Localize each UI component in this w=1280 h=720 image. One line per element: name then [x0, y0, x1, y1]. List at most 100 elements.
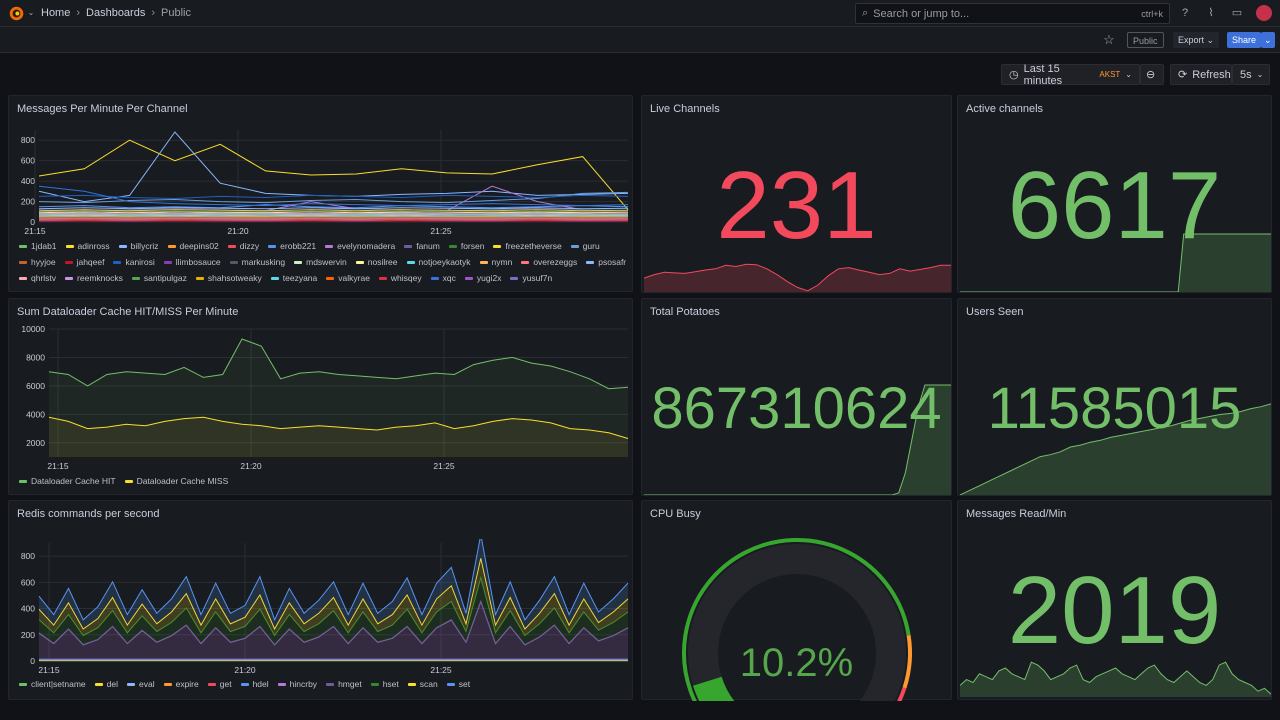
legend-color-swatch	[404, 244, 413, 248]
legend-item[interactable]: santipulgaz	[131, 272, 187, 284]
legend-label: shahsotweaky	[207, 273, 262, 283]
legend-label: fanum	[416, 241, 440, 251]
search-input[interactable]: ⌕ Search or jump to... ctrl+k	[855, 3, 1170, 24]
refresh-interval-select[interactable]: 5s ⌄	[1232, 64, 1270, 85]
user-avatar[interactable]	[1256, 5, 1272, 21]
legend-label: reemknocks	[77, 273, 123, 283]
legend-item[interactable]: scan	[407, 678, 438, 690]
legend-item[interactable]: notjoeykaotyk	[406, 256, 471, 268]
legend-item[interactable]: kanirosi	[113, 256, 155, 268]
legend-color-swatch	[325, 244, 334, 248]
cpu-gauge	[682, 538, 912, 701]
legend-label: nosilree	[367, 257, 398, 267]
legend-color-swatch	[277, 682, 286, 686]
legend-item[interactable]: valkyrae	[326, 272, 370, 284]
legend-item[interactable]: reemknocks	[65, 272, 123, 284]
legend-label: dizzy	[239, 241, 260, 251]
legend-item[interactable]: yusuf7n	[510, 272, 552, 284]
legend-item[interactable]: client|setname	[19, 678, 86, 690]
legend-label: overezeggs	[533, 257, 578, 267]
legend-label: jahqeef	[76, 257, 105, 267]
help-icon[interactable]: ?	[1181, 7, 1189, 19]
gauge-threshold-red	[897, 687, 907, 701]
legend-item[interactable]: qhrlstv	[19, 272, 56, 284]
legend-item[interactable]: teezyana	[270, 272, 318, 284]
active-channels-value: 6617	[1007, 152, 1222, 259]
legend-item[interactable]: yugi2x	[464, 272, 501, 284]
chevron-down-icon[interactable]: ⌄	[27, 8, 35, 17]
export-button[interactable]: Export ⌄	[1173, 32, 1220, 48]
legend-item[interactable]: shahsotweaky	[195, 272, 262, 284]
legend-item[interactable]: del	[94, 678, 118, 690]
legend-item[interactable]: hincrby	[277, 678, 317, 690]
breadcrumb-dashboards[interactable]: Dashboards	[86, 7, 146, 19]
share-menu-chevron-icon[interactable]: ⌄	[1261, 32, 1275, 48]
share-button[interactable]: Share	[1227, 32, 1262, 48]
messages-chart: 0 200 400 600 800 21:15 21:20 21:25	[21, 130, 629, 236]
rss-news-icon[interactable]: ⌇	[1208, 7, 1214, 19]
panel-title: Users Seen	[966, 306, 1024, 318]
legend-item[interactable]: evelynomadera	[325, 240, 395, 252]
legend-item[interactable]: hdel	[240, 678, 269, 690]
legend-item[interactable]: deepins02	[167, 240, 219, 252]
legend-item[interactable]: guru	[570, 240, 600, 252]
legend-item[interactable]: adinross	[65, 240, 110, 252]
legend-item[interactable]: freezetheverse	[493, 240, 562, 252]
refresh-button[interactable]: ⟳ Refresh	[1170, 64, 1232, 85]
legend-item[interactable]: mdswervin	[294, 256, 347, 268]
legend-item[interactable]: hyyjoe	[19, 256, 56, 268]
legend-item[interactable]: jahqeef	[64, 256, 105, 268]
zoom-out-icon: ⊖	[1146, 69, 1156, 81]
x-tick-label: 21:15	[24, 226, 46, 236]
legend-color-swatch	[227, 244, 236, 248]
active-channels-sparkline	[960, 233, 1271, 292]
legend-item[interactable]: hset	[370, 678, 399, 690]
time-range-picker[interactable]: ◷ Last 15 minutes AKST ⌄	[1001, 63, 1140, 87]
legend-color-swatch	[586, 260, 595, 264]
legend-item[interactable]: hmget	[326, 678, 362, 690]
legend-item[interactable]: eval	[127, 678, 155, 690]
legend-item[interactable]: Dataloader Cache MISS	[124, 475, 228, 487]
breadcrumb-separator-icon: ›	[76, 7, 81, 19]
series-line-kanirosi	[38, 194, 629, 200]
legend-item[interactable]: markusking	[229, 256, 285, 268]
legend-label: mdswervin	[306, 257, 347, 267]
breadcrumb-home[interactable]: Home	[41, 7, 71, 19]
legend-label: hyyjoe	[31, 257, 56, 267]
legend-label: teezyana	[282, 273, 318, 283]
legend-item[interactable]: llimbosauce	[163, 256, 221, 268]
y-tick-label: 8000	[26, 352, 45, 362]
dataloader-chart: 2000 4000 6000 8000 10000 21:15 21:20 21:25	[21, 325, 629, 471]
legend-item[interactable]: set	[446, 678, 470, 690]
y-tick-label: 6000	[26, 381, 45, 391]
star-icon[interactable]: ☆	[1103, 32, 1115, 47]
legend-item[interactable]: erobb221	[268, 240, 316, 252]
legend-label: santipulgaz	[143, 273, 187, 283]
legend-item[interactable]: nosilree	[355, 256, 398, 268]
legend-item[interactable]: expire	[163, 678, 199, 690]
x-tick-label: 21:20	[227, 226, 249, 236]
legend-label: client|setname	[31, 679, 86, 689]
gauge-threshold-green	[682, 538, 911, 701]
grafana-logo-icon[interactable]	[8, 5, 25, 22]
legend-color-swatch	[65, 244, 74, 248]
legend-item[interactable]: Dataloader Cache HIT	[19, 475, 116, 487]
kiosk-monitor-icon[interactable]: ▭	[1231, 7, 1243, 19]
legend-label: expire	[175, 679, 199, 689]
refresh-interval-value: 5s	[1240, 68, 1252, 81]
legend-item[interactable]: whisqey	[378, 272, 422, 284]
legend-item[interactable]: fanum	[404, 240, 440, 252]
legend-item[interactable]: overezeggs	[521, 256, 577, 268]
legend-item[interactable]: psosafr	[586, 256, 626, 268]
legend-item[interactable]: xqc	[430, 272, 456, 284]
legend-item[interactable]: 1jdab1	[19, 240, 57, 252]
series-line-nosilree	[38, 211, 629, 214]
legend-label: hmget	[338, 679, 362, 689]
legend-item[interactable]: billycriz	[118, 240, 159, 252]
legend-label: adinross	[77, 241, 110, 251]
legend-item[interactable]: nymn	[479, 256, 512, 268]
legend-item[interactable]: forsen	[448, 240, 484, 252]
legend-item[interactable]: dizzy	[227, 240, 260, 252]
zoom-out-button[interactable]: ⊖	[1140, 64, 1164, 85]
legend-item[interactable]: get	[207, 678, 232, 690]
